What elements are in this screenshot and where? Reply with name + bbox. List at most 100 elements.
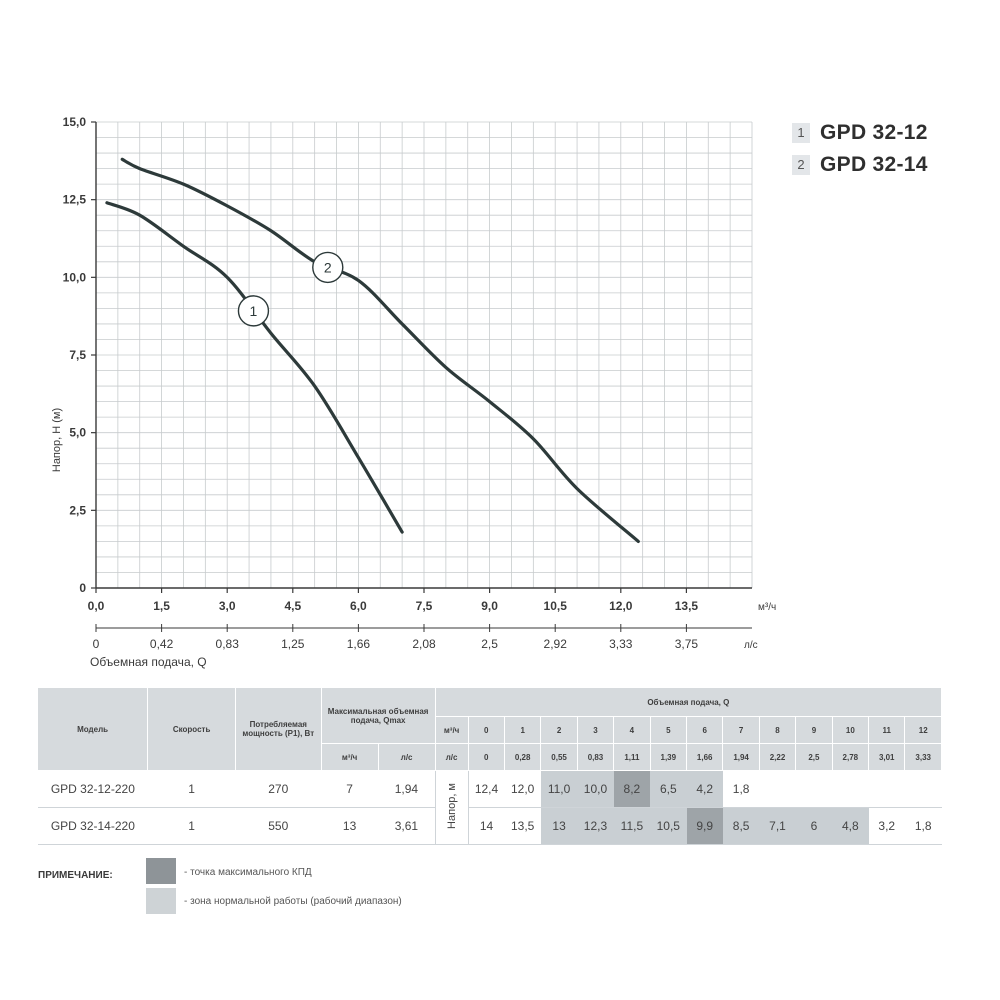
note-title: ПРИМЕЧАНИЕ: — [38, 870, 113, 881]
head-value-cell — [868, 770, 905, 808]
chart-axes — [91, 121, 752, 632]
normal-zone-label: - зона нормальной работы (рабочий диапаз… — [184, 896, 402, 907]
head-value-cell: 1,8 — [722, 770, 760, 808]
x2-tick-label: 2,08 — [412, 637, 436, 651]
head-value-cell — [832, 770, 869, 808]
y-tick-label: 2,5 — [69, 503, 86, 517]
head-value-cell: 8,5 — [722, 807, 760, 845]
speed-cell: 1 — [147, 807, 236, 845]
flow-ls-header: 0 — [468, 743, 505, 771]
head-value-cell: 3,2 — [868, 807, 905, 845]
head-value-cell: 12,3 — [577, 807, 614, 845]
flow-m3h-header: 1 — [504, 716, 542, 744]
head-label: Напор, м — [445, 783, 458, 829]
flow-ls-header: 0,83 — [577, 743, 615, 771]
qmax-m3h-cell: 13 — [321, 807, 379, 845]
x-tick-label: 4,5 — [284, 599, 301, 613]
y-tick-label: 10,0 — [63, 270, 87, 284]
flow-ls-header: 3,01 — [868, 743, 906, 771]
x2-tick-label: 2,92 — [544, 637, 568, 651]
x-tick-label: 3,0 — [219, 599, 236, 613]
legend-marker-1: 1 — [792, 123, 810, 143]
flow-ls-header: 2,5 — [795, 743, 833, 771]
col-qmax-header: Максимальная объемная подача, Qmax — [321, 688, 436, 744]
x-tick-label: 9,0 — [481, 599, 498, 613]
series-marker-2 — [312, 251, 344, 284]
qmax-m3h-cell: 7 — [321, 770, 379, 808]
flow-ls-header: 1,66 — [686, 743, 724, 771]
col-model-header: Модель — [38, 688, 149, 771]
flow-ls-header: 2,22 — [759, 743, 797, 771]
series-marker-label-2: 2 — [324, 259, 332, 275]
head-value-cell: 14 — [468, 807, 505, 845]
flow-m3h-header: 11 — [868, 716, 906, 744]
power-cell: 550 — [235, 807, 322, 845]
spec-table: Модель Скорость Потребляемая мощность (P… — [38, 688, 943, 845]
head-value-cell: 12,4 — [468, 770, 505, 808]
head-value-cell: 8,2 — [613, 770, 651, 808]
flow-m3h-header: 9 — [795, 716, 833, 744]
flow-m3h-header: 4 — [613, 716, 651, 744]
head-value-cell: 13,5 — [504, 807, 541, 845]
y-tick-label: 12,5 — [63, 193, 87, 207]
legend-label-1: GPD 32-12 — [820, 121, 928, 144]
head-value-cell: 4,2 — [686, 770, 723, 808]
x-unit-m3h: м³/ч — [758, 602, 776, 613]
x2-tick-label: 0,42 — [150, 637, 174, 651]
head-value-cell: 1,8 — [904, 807, 942, 845]
x2-tick-label: 1,25 — [281, 637, 305, 651]
col-speed-header: Скорость — [147, 688, 236, 771]
flow-m3h-header: 12 — [904, 716, 942, 744]
head-value-cell: 11,0 — [540, 770, 578, 808]
x2-tick-label: 3,33 — [609, 637, 633, 651]
flow-unit-m3h: м³/ч — [435, 716, 469, 744]
legend-item-2: 2 GPD 32-14 — [792, 150, 982, 180]
head-value-cell: 13 — [540, 807, 578, 845]
legend-item-1: 1 GPD 32-12 — [792, 118, 982, 148]
flow-m3h-header: 2 — [540, 716, 578, 744]
legend-marker-2: 2 — [792, 155, 810, 175]
x-tick-label: 10,5 — [544, 599, 568, 613]
x2-tick-label: 0,83 — [216, 637, 240, 651]
flow-ls-header: 0,28 — [504, 743, 542, 771]
series-line-1 — [105, 201, 404, 534]
legend-label-2: GPD 32-14 — [820, 153, 928, 176]
flow-unit-ls: л/с — [435, 743, 469, 771]
flow-m3h-header: 5 — [650, 716, 688, 744]
head-value-cell: 4,8 — [832, 807, 869, 845]
x-unit-ls: л/с — [744, 640, 758, 651]
chart-grid — [95, 121, 753, 589]
head-value-cell: 6,5 — [650, 770, 687, 808]
flow-ls-header: 3,33 — [904, 743, 942, 771]
x-tick-label: 7,5 — [416, 599, 433, 613]
x-tick-label: 12,0 — [609, 599, 633, 613]
head-value-cell — [904, 770, 942, 808]
head-value-cell — [759, 770, 796, 808]
x-tick-label: 1,5 — [153, 599, 170, 613]
qmax-unit-ls: л/с — [378, 743, 436, 771]
flow-ls-header: 1,39 — [650, 743, 688, 771]
head-value-cell: 10,5 — [650, 807, 687, 845]
head-value-cell: 7,1 — [759, 807, 796, 845]
table-row: GPD 32-12-220 1 270 7 1,94 Напор, м 12,4… — [38, 770, 942, 845]
qmax-ls-cell: 1,94 — [378, 770, 436, 808]
flow-ls-header: 1,11 — [613, 743, 651, 771]
flow-m3h-header: 10 — [832, 716, 870, 744]
x-axis-label: Объемная подача, Q — [90, 655, 207, 669]
chart-series: 12 — [105, 157, 640, 543]
flow-m3h-header: 8 — [759, 716, 797, 744]
flow-ls-header: 1,94 — [722, 743, 760, 771]
y-tick-label: 15,0 — [63, 115, 87, 129]
max-efficiency-label: - точка максимального КПД — [184, 867, 312, 878]
table-row: GPD 32-14-220 1 550 13 3,61 14 13,5 13 12,3… — [38, 807, 942, 845]
col-power-header: Потребляемая мощность (P1), Вт — [235, 688, 322, 771]
flow-ls-header: 0,55 — [540, 743, 578, 771]
x-tick-label: 6,0 — [350, 599, 367, 613]
x2-tick-label: 3,75 — [675, 637, 699, 651]
power-cell: 270 — [235, 770, 322, 808]
head-value-cell — [795, 770, 833, 808]
head-label-cell: Напор, м — [434, 770, 469, 845]
y-tick-label: 0 — [79, 581, 86, 595]
